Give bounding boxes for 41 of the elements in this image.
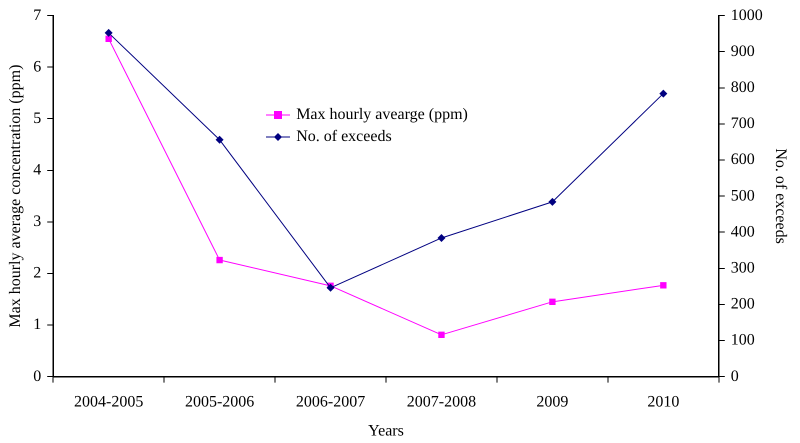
y2-tick-label: 300 — [730, 260, 755, 277]
y2-tick-label: 1000 — [730, 6, 763, 24]
point — [216, 136, 224, 144]
y2-axis-title: No. of exceeds — [772, 148, 790, 244]
y-tick-label: 6 — [33, 58, 42, 76]
y2-tick-label: 200 — [730, 296, 755, 313]
y2-tick-label: 400 — [730, 223, 755, 240]
y-tick-label: 3 — [33, 213, 42, 230]
y-tick-label: 2 — [33, 264, 42, 282]
y2-tick-label: 900 — [730, 42, 755, 60]
y-tick-label: 4 — [33, 162, 42, 179]
x-tick-label: 2004-2005 — [74, 393, 144, 410]
legend-label: No. of exceeds — [296, 126, 392, 147]
point — [438, 332, 445, 338]
x-tick-label: 2010 — [647, 393, 680, 410]
point — [549, 298, 556, 306]
y2-tick-label: 800 — [730, 79, 755, 96]
y-tick-label: 1 — [33, 316, 42, 334]
x-tick-label: 2006-2007 — [296, 393, 366, 410]
y2-tick-label: 100 — [730, 332, 755, 349]
point — [105, 36, 112, 42]
y-tick-label: 0 — [33, 368, 42, 385]
point — [216, 256, 223, 264]
y-tick-label: 7 — [33, 6, 42, 24]
x-tick-label: 2005-2006 — [184, 393, 254, 410]
y2-tick-label: 700 — [730, 115, 755, 132]
y2-tick-label: 500 — [730, 187, 755, 204]
y-tick-label: 5 — [33, 110, 42, 127]
y2-tick-label: 600 — [730, 151, 755, 168]
legend-label: Max hourly avearge (ppm) — [296, 104, 468, 125]
point — [659, 90, 668, 98]
point — [437, 234, 446, 242]
x-tick-label: 2009 — [536, 393, 568, 410]
point — [660, 282, 667, 288]
point — [326, 284, 335, 292]
x-axis-title: Years — [368, 422, 404, 440]
y2-tick-label: 0 — [730, 368, 739, 385]
y-axis-title: Max hourly average concentration (ppm) — [6, 64, 24, 328]
x-tick-label: 2007-2008 — [406, 393, 476, 410]
point — [104, 28, 113, 37]
point — [548, 198, 556, 206]
